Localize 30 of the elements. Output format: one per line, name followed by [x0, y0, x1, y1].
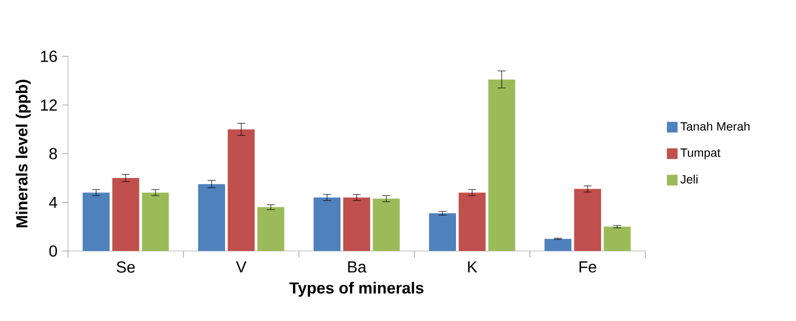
- bar: [574, 188, 602, 251]
- bar: [343, 197, 370, 251]
- y-axis-title: Minerals level (ppb): [16, 80, 31, 228]
- y-tick-label: 8: [49, 148, 57, 160]
- bar: [458, 192, 486, 251]
- y-tick-label: 0: [49, 245, 57, 257]
- bar: [228, 129, 255, 251]
- x-tick-label: Se: [116, 261, 135, 273]
- bar: [488, 79, 516, 251]
- bar: [544, 238, 572, 251]
- x-tick-label: V: [236, 261, 246, 272]
- bar: [604, 226, 631, 251]
- y-tick-label: 16: [41, 50, 57, 62]
- bar: [314, 197, 341, 251]
- legend-label: Tanah Merah: [680, 122, 750, 131]
- legend-label: Tumpat: [680, 148, 720, 160]
- bar: [142, 192, 169, 251]
- legend-label: Jeli: [680, 174, 698, 184]
- x-tick-label: K: [468, 261, 478, 272]
- y-tick-label: 12: [41, 99, 57, 111]
- bar: [198, 184, 226, 251]
- bar: [372, 198, 400, 251]
- x-tick-label: Fe: [580, 261, 596, 273]
- x-tick-label: Ba: [348, 261, 366, 273]
- bar: [112, 178, 140, 251]
- x-axis-title: Types of minerals: [289, 282, 424, 297]
- bar: [82, 192, 110, 251]
- bar: [257, 207, 284, 251]
- y-tick-label: 4: [49, 196, 58, 208]
- bar: [429, 213, 456, 251]
